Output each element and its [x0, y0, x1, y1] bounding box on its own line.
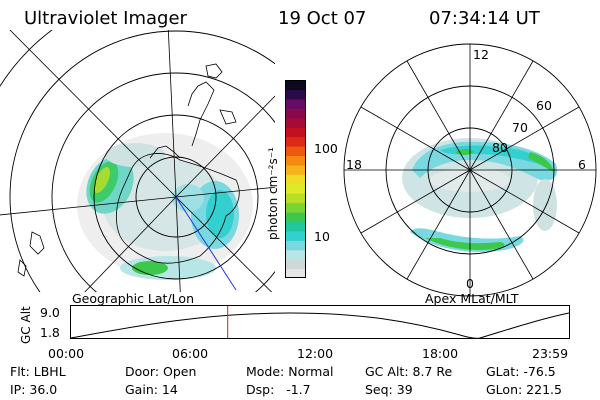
mlt-label-6: 6: [578, 157, 586, 172]
colorbar-segment: [285, 108, 306, 119]
colorbar-segment: [285, 193, 306, 204]
satellite-track: [175, 196, 237, 291]
colorbar-tick-10: 10: [314, 229, 330, 244]
colorbar-segment: [285, 221, 306, 232]
gc-alt-frame: [70, 305, 570, 339]
colorbar-segment: [285, 249, 306, 260]
mlt-lines: [344, 44, 596, 296]
ip-info: IP: 36.0: [10, 382, 58, 397]
aurora-oval: [402, 138, 558, 252]
time-tick-0000: 00:00: [48, 346, 85, 361]
colorbar: [285, 80, 306, 278]
aurora-image: [77, 133, 253, 280]
colorbar-segment: [285, 259, 306, 270]
gc-alt-axis-label: GC Alt: [19, 306, 33, 344]
time-tick-1800: 18:00: [422, 346, 459, 361]
mode-info: Mode: Normal: [246, 364, 334, 379]
seq-info: Seq: 39: [365, 382, 413, 397]
time-tick-2359: 23:59: [532, 346, 569, 361]
colorbar-segment: [285, 136, 306, 147]
magnetic-polar-plot: [343, 43, 597, 297]
colorbar-segment: [285, 183, 306, 194]
gc-alt-tick-high: 9.0: [40, 305, 60, 320]
svg-text:photon cm⁻²s⁻¹: photon cm⁻²s⁻¹: [266, 147, 280, 240]
date-label: 19 Oct 07: [278, 8, 367, 29]
geographic-map: [0, 30, 275, 292]
door-info: Door: Open: [125, 364, 197, 379]
colorbar-segment: [285, 202, 306, 213]
gain-info: Gain: 14: [125, 382, 178, 397]
mlt-label-18: 18: [346, 157, 362, 172]
colorbar-segment: [285, 117, 306, 128]
dsp-info: Dsp: -1.7: [246, 382, 311, 397]
colorbar-frame: [285, 80, 306, 278]
gc-alt-info: GC Alt: 8.7 Re: [365, 364, 453, 379]
colorbar-segment: [285, 98, 306, 109]
colorbar-segment: [285, 240, 306, 251]
colorbar-segment: [285, 89, 306, 100]
colorbar-segment: [285, 146, 306, 157]
colorbar-segment: [285, 268, 306, 278]
gc-alt-plot: [70, 305, 570, 339]
right-panel-caption: Apex MLat/MLT: [425, 291, 519, 306]
left-panel-caption: Geographic Lat/Lon: [72, 291, 194, 306]
glon-info: GLon: 221.5: [486, 382, 562, 397]
time-tick-1200: 12:00: [297, 346, 334, 361]
mlt-label-0: 0: [466, 276, 474, 291]
longitude-lines: [0, 30, 275, 292]
colorbar-segment: [285, 212, 306, 223]
colorbar-segment: [285, 164, 306, 175]
colorbar-segment: [285, 80, 306, 91]
mlat-label-80: 80: [492, 140, 508, 155]
gc-alt-tick-low: 1.8: [40, 325, 60, 340]
time-tick-0600: 06:00: [172, 346, 209, 361]
latitude-circles: [0, 30, 275, 292]
time-label: 07:34:14 UT: [429, 8, 540, 29]
colorbar-segment: [285, 127, 306, 138]
filter-info: Flt: LBHL: [10, 364, 66, 379]
coastline-outline: [17, 63, 240, 277]
colorbar-segment: [285, 230, 306, 241]
colorbar-segment: [285, 155, 306, 166]
mlat-label-60: 60: [536, 98, 552, 113]
mlt-label-12: 12: [473, 47, 489, 62]
colorbar-tick-100: 100: [314, 141, 338, 156]
gc-alt-curve: [70, 312, 570, 339]
glat-info: GLat: -76.5: [486, 364, 556, 379]
svg-text:GC Alt: GC Alt: [19, 306, 33, 344]
colorbar-units: photon cm⁻²s⁻¹: [266, 147, 280, 240]
instrument-title: Ultraviolet Imager: [24, 8, 187, 29]
mlat-label-70: 70: [512, 120, 528, 135]
colorbar-segment: [285, 174, 306, 185]
